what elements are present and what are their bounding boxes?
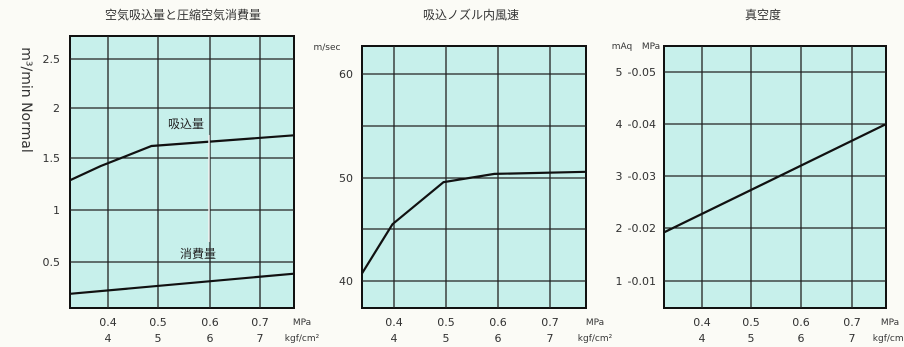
x-tick-label: 6 (207, 332, 214, 345)
x-tick-label: 0.7 (541, 316, 559, 329)
x-tick-label: 0.7 (843, 316, 861, 329)
x-unit-mpa: MPa (881, 318, 899, 328)
y-tick-label: 2 (616, 222, 623, 235)
series-line-velocity (361, 170, 587, 274)
x-tick-label: 0.5 (437, 316, 455, 329)
x-tick-labels-mpa: 0.4 0.5 0.6 0.7 MPa (99, 316, 311, 329)
y-tick-label: -0.05 (628, 66, 656, 79)
x-tick-labels-mpa: 0.4 0.5 0.6 0.7 MPa (385, 316, 604, 329)
x-tick-label: 4 (391, 332, 398, 345)
y-tick-label: 4 (616, 118, 623, 131)
x-tick-label: 7 (849, 332, 856, 345)
x-tick-label: 5 (443, 332, 450, 345)
y-tick-labels: 60 50 40 (339, 68, 353, 288)
y-tick-label: 1.5 (43, 152, 61, 165)
series-label-intake: 吸込量 (168, 117, 204, 131)
x-unit-kgf: kgf/cm² (578, 334, 613, 344)
y-axis-label: m³/min Normal (18, 47, 34, 152)
x-unit-kgf: kgf/cm² (285, 334, 320, 344)
series-label-consumption: 消費量 (180, 246, 216, 261)
x-tick-label: 7 (547, 332, 554, 345)
plot-area (663, 45, 887, 309)
y-tick-label: 1 (616, 275, 623, 288)
y-tick-label: 0.5 (43, 256, 61, 269)
y-tick-label: -0.03 (628, 170, 656, 183)
y-tick-label: 3 (616, 170, 623, 183)
x-tick-labels-kgf: 4 5 6 7 kgf/cm² (391, 332, 613, 345)
y-tick-label: 1 (53, 204, 60, 217)
grid (70, 36, 294, 308)
y-tick-label: 60 (339, 68, 353, 81)
x-tick-label: 7 (257, 332, 264, 345)
x-tick-label: 0.4 (693, 316, 711, 329)
y-tick-labels-mAq: 5 4 3 2 1 (616, 66, 623, 288)
x-tick-label: 0.6 (489, 316, 507, 329)
y-tick-labels: 2.5 2 1.5 1 0.5 (43, 53, 61, 269)
x-tick-label: 0.4 (99, 316, 117, 329)
y-tick-label: -0.01 (628, 275, 656, 288)
x-tick-label: 0.5 (149, 316, 167, 329)
y-unit: m/sec (314, 43, 341, 53)
chart-vacuum: 真空度 mAq MPa 5 4 3 2 1 -0.05 -0.04 -0.03 … (612, 7, 904, 345)
y-tick-label: 50 (339, 172, 353, 185)
x-tick-label: 6 (798, 332, 805, 345)
chart-title: 吸込ノズル内風速 (423, 7, 519, 22)
plot-area (69, 35, 295, 309)
x-tick-labels-kgf: 4 5 6 7 kgf/cm² (105, 332, 320, 345)
chart-title: 真空度 (745, 7, 781, 22)
y-tick-label: 2 (53, 102, 60, 115)
x-unit-mpa: MPa (293, 318, 311, 328)
y-tick-label: 5 (616, 66, 623, 79)
x-tick-label: 4 (105, 332, 112, 345)
x-unit-kgf: kgf/cm² (873, 334, 904, 344)
x-tick-label: 6 (495, 332, 502, 345)
y-unit-right: MPa (642, 42, 660, 52)
series-line-vacuum (663, 123, 887, 234)
chart-nozzle-velocity: 吸込ノズル内風速 m/sec 60 50 40 0.4 0.5 0.6 0.7 … (314, 7, 613, 345)
y-tick-labels-mpa: -0.05 -0.04 -0.03 -0.02 -0.01 (628, 66, 656, 288)
x-unit-mpa: MPa (586, 318, 604, 328)
x-tick-label: 0.4 (385, 316, 403, 329)
series-line-intake (69, 134, 295, 182)
y-tick-label: -0.02 (628, 222, 656, 235)
x-tick-label: 4 (699, 332, 706, 345)
y-unit-left: mAq (612, 42, 632, 52)
y-tick-label: -0.04 (628, 118, 656, 131)
x-tick-label: 5 (748, 332, 755, 345)
x-tick-label: 0.6 (201, 316, 219, 329)
x-tick-label: 5 (155, 332, 162, 345)
series-line-consumption (69, 272, 295, 295)
x-tick-label: 0.5 (742, 316, 760, 329)
y-tick-label: 2.5 (43, 53, 61, 66)
grid (664, 46, 886, 308)
x-tick-label: 0.7 (251, 316, 269, 329)
x-tick-label: 0.6 (792, 316, 810, 329)
chart-title: 空気吸込量と圧縮空気消費量 (105, 7, 261, 22)
x-tick-labels-kgf: 4 5 6 7 kgf/cm² (699, 332, 904, 345)
y-tick-label: 40 (339, 275, 353, 288)
x-tick-labels-mpa: 0.4 0.5 0.6 0.7 MPa (693, 316, 899, 329)
chart-air-intake-consumption: 空気吸込量と圧縮空気消費量 m³/min Normal 2.5 2 1.5 1 … (18, 7, 320, 345)
